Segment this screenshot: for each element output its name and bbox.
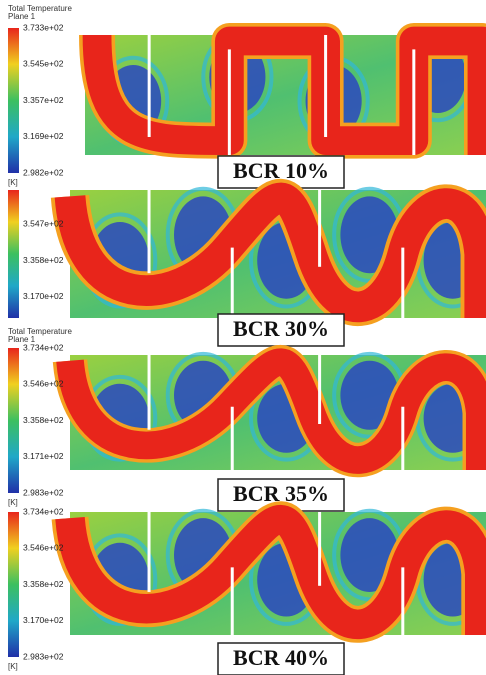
caption: BCR 30% [233,316,329,341]
baffle [318,355,322,424]
baffle [401,247,405,318]
baffle [318,190,322,267]
legend-title: Total Temperature [8,327,72,336]
baffle [147,190,151,274]
unit-label: [K] [8,662,18,671]
baffle [318,512,322,586]
colorbar-tick-label: 3.546e+02 [23,379,64,389]
hot-flow [54,182,486,323]
colorbar-tick-label: 3.357e+02 [23,95,64,105]
baffle [147,512,151,592]
colorbar-tick-label: 3.171e+02 [23,451,64,461]
baffle [230,567,234,635]
colorbar-tick-label: 3.170e+02 [23,291,64,301]
hot-flow [56,348,486,474]
hot-flow [55,505,486,639]
colorbar-tick-label: 3.170e+02 [23,615,64,625]
legend-title: Total Temperature [8,4,72,13]
unit-label: [K] [8,178,18,187]
baffle [324,35,328,137]
colorbar-tick-label: 3.734e+02 [23,506,64,516]
baffle [147,355,151,430]
colorbar-tick-label: 3.169e+02 [23,131,64,141]
legend-subtitle: Plane 1 [8,12,36,21]
cold-region [340,360,399,430]
baffle [227,49,231,155]
baffle [230,406,234,470]
colorbar-tick-label: 3.545e+02 [23,59,64,69]
baffle [401,567,405,635]
baffle [147,35,151,137]
baffle [412,49,416,155]
legend-subtitle: Plane 1 [8,335,36,344]
colorbar-tick-label: 3.358e+02 [23,415,64,425]
colorbar-tick-label: 3.547e+02 [23,219,64,229]
caption-box [217,642,345,675]
unit-label: [K] [8,498,18,507]
colorbar [8,348,19,493]
colorbar-tick-label: 2.983e+02 [23,487,64,497]
colorbar-tick-label: 3.734e+02 [23,342,64,352]
colorbar [8,512,19,657]
baffle [401,406,405,470]
colorbar-tick-label: 2.982e+02 [23,167,64,177]
caption: BCR 40% [233,645,329,670]
colorbar-tick-label: 3.358e+02 [23,579,64,589]
colorbar-tick-label: 3.733e+02 [23,22,64,32]
colorbar-tick-label: 3.358e+02 [23,255,64,265]
colorbar [8,190,19,318]
colorbar-tick-label: 3.546e+02 [23,543,64,553]
colorbar-tick-label: 2.983e+02 [23,651,64,661]
caption-box [217,313,345,347]
colorbar [8,28,19,173]
baffle [230,247,234,318]
